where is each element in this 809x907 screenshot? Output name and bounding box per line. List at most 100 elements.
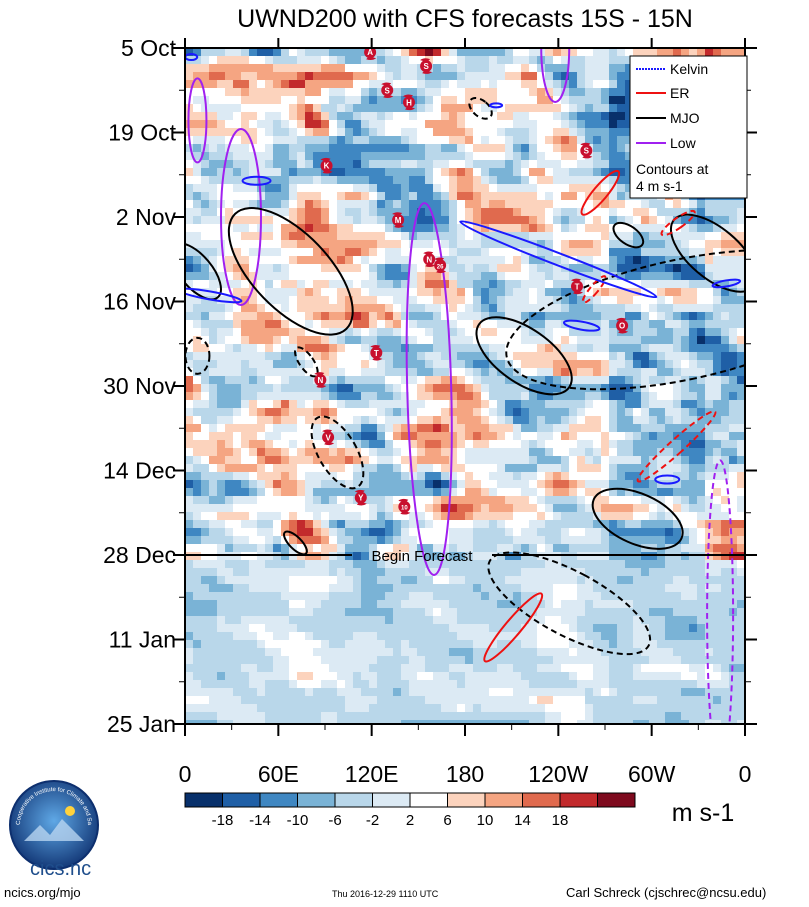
storm-marker: Y	[354, 489, 367, 506]
y-tick-label: 5 Oct	[121, 35, 177, 61]
mjo-contour	[185, 336, 211, 375]
storm-marker: S	[381, 82, 394, 99]
kelvin-contour	[241, 175, 272, 186]
storm-marker: S	[580, 142, 593, 159]
y-tick-label: 19 Oct	[108, 120, 176, 146]
footer-right: Carl Schreck (cjschrec@ncsu.edu)	[566, 885, 767, 900]
colorbar-swatch	[597, 792, 636, 808]
begin-forecast-label: Begin Forecast	[372, 548, 474, 565]
colorbar: -18 -14 -10 -6 -2 2 6 10 14 18	[184, 792, 636, 829]
colorbar-label: -18	[212, 812, 234, 829]
storm-label: T	[575, 282, 580, 291]
low-contour	[540, 48, 571, 103]
colorbar-swatch	[334, 792, 373, 808]
logo-globe-icon	[9, 780, 99, 870]
colorbar-swatch	[559, 792, 598, 808]
legend-low: Low	[670, 135, 697, 151]
legend: Kelvin ER MJO Low Contours at 4 m s-1	[629, 55, 748, 199]
storm-label: K	[324, 162, 330, 171]
colorbar-label: 14	[514, 812, 531, 829]
kelvin-contour	[489, 102, 504, 109]
storm-marker: K	[320, 157, 333, 174]
x-tick-label: 120E	[345, 761, 399, 787]
x-axis: 0 60E 120E 180 120W 60W 0	[179, 38, 752, 787]
mjo-contour	[612, 221, 645, 249]
storm-label: Y	[358, 494, 364, 503]
colorbar-swatch	[259, 792, 298, 808]
storm-marker: T	[370, 345, 383, 361]
storm-label: T	[374, 349, 379, 358]
colorbar-label: -6	[328, 812, 341, 829]
colorbar-swatch	[297, 792, 336, 808]
low-contour	[405, 202, 453, 576]
colorbar-swatch	[222, 792, 261, 808]
storm-marker: T	[571, 278, 583, 295]
y-tick-label: 30 Nov	[103, 373, 176, 399]
y-tick-label: 11 Jan	[109, 627, 176, 653]
colorbar-label: 6	[443, 812, 451, 829]
cics-logo: Cooperative Institute for Climate and Sa…	[2, 771, 104, 885]
er-contour	[636, 410, 717, 483]
colorbar-label: -2	[366, 812, 379, 829]
mjo-contour	[505, 249, 745, 391]
legend-er: ER	[670, 85, 689, 101]
forecast-line: Begin Forecast	[185, 548, 745, 565]
chart-title: UWND200 with CFS forecasts 15S - 15N	[237, 5, 693, 33]
colorbar-swatch	[409, 792, 448, 808]
colorbar-label: 2	[406, 812, 414, 829]
legend-note: Contours at 4 m s-1	[636, 161, 708, 194]
colorbar-label: -10	[287, 812, 309, 829]
mjo-contour	[310, 415, 365, 490]
low-contour	[220, 128, 262, 306]
y-tick-label: 14 Dec	[103, 458, 176, 484]
mjo-contour	[475, 316, 573, 396]
storm-label: A	[367, 48, 373, 57]
colorbar-label: 18	[552, 812, 569, 829]
x-tick-label: 180	[446, 761, 484, 787]
colorbar-swatch	[522, 792, 561, 808]
storm-label: N	[426, 255, 432, 264]
kelvin-contour	[654, 474, 681, 485]
colorbar-label: -14	[249, 812, 271, 829]
colorbar-swatch	[447, 792, 486, 808]
footer-left: ncics.org/mjo	[4, 885, 81, 900]
er-contour	[660, 209, 696, 237]
y-axis: 5 Oct 19 Oct 2 Nov 16 Nov 30 Nov 14 Dec 28 Dec…	[103, 35, 757, 737]
mjo-contour	[487, 551, 652, 656]
er-contour	[483, 592, 544, 663]
mjo-contour	[468, 96, 493, 120]
er-contour	[580, 169, 621, 216]
y-tick-label: 16 Nov	[103, 289, 176, 315]
legend-mjo: MJO	[670, 110, 700, 126]
storm-label: S	[385, 86, 391, 95]
colorbar-swatch	[372, 792, 411, 808]
x-tick-label: 0	[179, 761, 192, 787]
mjo-contour	[591, 487, 684, 550]
storm-label: O	[619, 322, 625, 331]
colorbar-swatch	[184, 792, 223, 808]
storm-label: 10	[401, 506, 408, 512]
low-contour	[706, 459, 735, 724]
kelvin-contour	[459, 220, 658, 299]
kelvin-contour	[562, 319, 601, 332]
colorbar-swatch	[484, 792, 523, 808]
x-tick-label: 0	[739, 761, 752, 787]
y-tick-label: 2 Nov	[116, 204, 177, 230]
storm-marker: 10	[398, 498, 411, 515]
legend-kelvin: Kelvin	[670, 61, 708, 77]
storm-marker: N	[423, 251, 436, 268]
storm-marker: 26	[434, 257, 447, 274]
storm-markers: A S S H S K M N 26 T O T N V Y 10	[314, 48, 629, 515]
mjo-contour	[294, 346, 319, 378]
colorbar-units: m s-1	[672, 799, 735, 827]
storm-label: M	[395, 216, 402, 225]
filter-contours	[185, 48, 745, 724]
er-contour	[581, 275, 607, 304]
storm-label: S	[423, 62, 429, 71]
storm-marker: V	[322, 429, 335, 446]
x-tick-label: 60E	[258, 761, 299, 787]
y-tick-label: 28 Dec	[103, 542, 176, 568]
low-contour	[187, 77, 208, 164]
storm-marker: O	[616, 317, 629, 334]
